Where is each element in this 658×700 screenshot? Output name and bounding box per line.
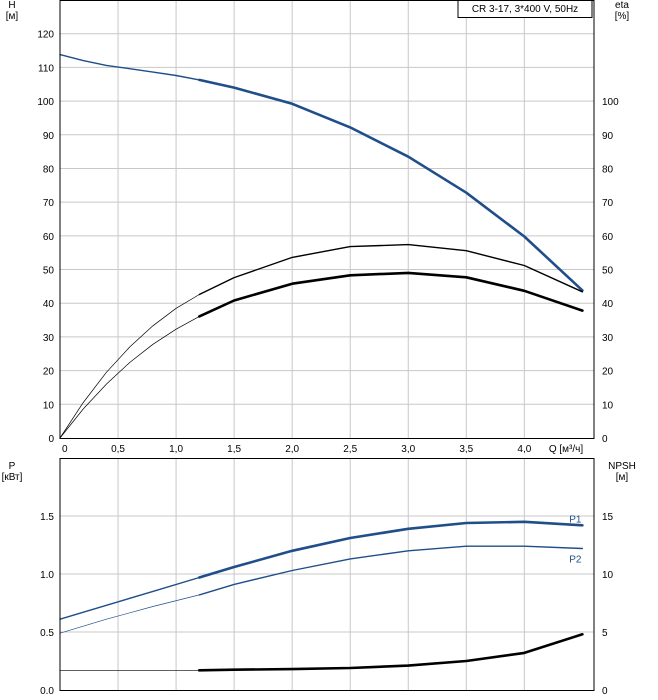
y-axis-unit: [м] xyxy=(6,11,19,22)
series-label: P1 xyxy=(569,514,582,525)
x-tick-label: 4,0 xyxy=(517,444,531,455)
y-tick-label: 50 xyxy=(43,266,55,277)
y-right-tick-label: 60 xyxy=(602,232,614,243)
series-line xyxy=(59,316,200,439)
y-axis-label: P xyxy=(9,461,16,472)
y-right-tick-label: 0 xyxy=(602,434,608,445)
y-right-tick-label: 15 xyxy=(602,512,614,523)
y-axis-label: H xyxy=(8,0,15,11)
y-tick-label: 60 xyxy=(43,232,55,243)
series-line xyxy=(198,520,584,579)
y-right-tick-label: 0 xyxy=(602,686,608,697)
y-tick-label: 0.5 xyxy=(40,628,54,639)
series-line xyxy=(59,53,201,81)
series-line xyxy=(59,594,200,634)
y-tick-label: 80 xyxy=(43,164,55,175)
x-tick-label: 0 xyxy=(62,444,68,455)
x-tick-label: 3,5 xyxy=(459,444,473,455)
y-right-tick-label: 100 xyxy=(602,97,619,108)
y-tick-label: 30 xyxy=(43,333,55,344)
y-tick-label: 0.0 xyxy=(40,686,54,697)
x-tick-label: 1,0 xyxy=(169,444,183,455)
series-line xyxy=(198,271,584,318)
y-tick-label: 70 xyxy=(43,198,55,209)
x-tick-label: 2,5 xyxy=(343,444,357,455)
y-tick-label: 90 xyxy=(43,131,55,142)
y-right-tick-label: 10 xyxy=(602,570,614,581)
y-right-tick-label: 50 xyxy=(602,266,614,277)
y-right-axis-unit: [м] xyxy=(616,472,629,483)
series-label: P2 xyxy=(569,554,582,565)
y-tick-label: 20 xyxy=(43,367,55,378)
y-right-tick-label: 40 xyxy=(602,299,614,310)
y-right-tick-label: 70 xyxy=(602,198,614,209)
y-tick-label: 1.0 xyxy=(40,570,54,581)
y-right-tick-label: 10 xyxy=(602,400,614,411)
series-line xyxy=(59,294,200,439)
x-tick-label: 3,0 xyxy=(401,444,415,455)
x-tick-label: 2,0 xyxy=(285,444,299,455)
y-right-tick-label: 20 xyxy=(602,367,614,378)
plot-frame xyxy=(59,458,595,691)
plot-frame xyxy=(59,0,595,439)
x-axis-label: Q [м³/ч] xyxy=(549,444,584,455)
y-tick-label: 40 xyxy=(43,299,55,310)
series-line xyxy=(198,632,584,672)
y-right-axis-unit: [%] xyxy=(615,11,630,22)
y-right-axis-label: eta xyxy=(615,0,629,11)
y-right-tick-label: 90 xyxy=(602,131,614,142)
series-line xyxy=(198,243,584,296)
y-tick-label: 10 xyxy=(43,400,55,411)
series-line xyxy=(59,576,201,620)
series-line xyxy=(198,78,584,292)
y-tick-label: 0 xyxy=(48,434,54,445)
x-tick-label: 0,5 xyxy=(111,444,125,455)
y-right-tick-label: 80 xyxy=(602,164,614,175)
title-box xyxy=(457,0,593,18)
series-line xyxy=(198,545,584,596)
y-tick-label: 120 xyxy=(37,30,54,41)
y-right-tick-label: 30 xyxy=(602,333,614,344)
x-tick-label: 1,5 xyxy=(227,444,241,455)
y-tick-label: 1.5 xyxy=(40,512,54,523)
y-right-tick-label: 5 xyxy=(602,628,608,639)
chart-title: CR 3-17, 3*400 V, 50Hz xyxy=(472,4,578,15)
y-axis-unit: [кВт] xyxy=(2,472,23,483)
y-tick-label: 100 xyxy=(37,97,54,108)
y-right-axis-label: NPSH xyxy=(608,461,636,472)
y-tick-label: 110 xyxy=(38,63,54,74)
